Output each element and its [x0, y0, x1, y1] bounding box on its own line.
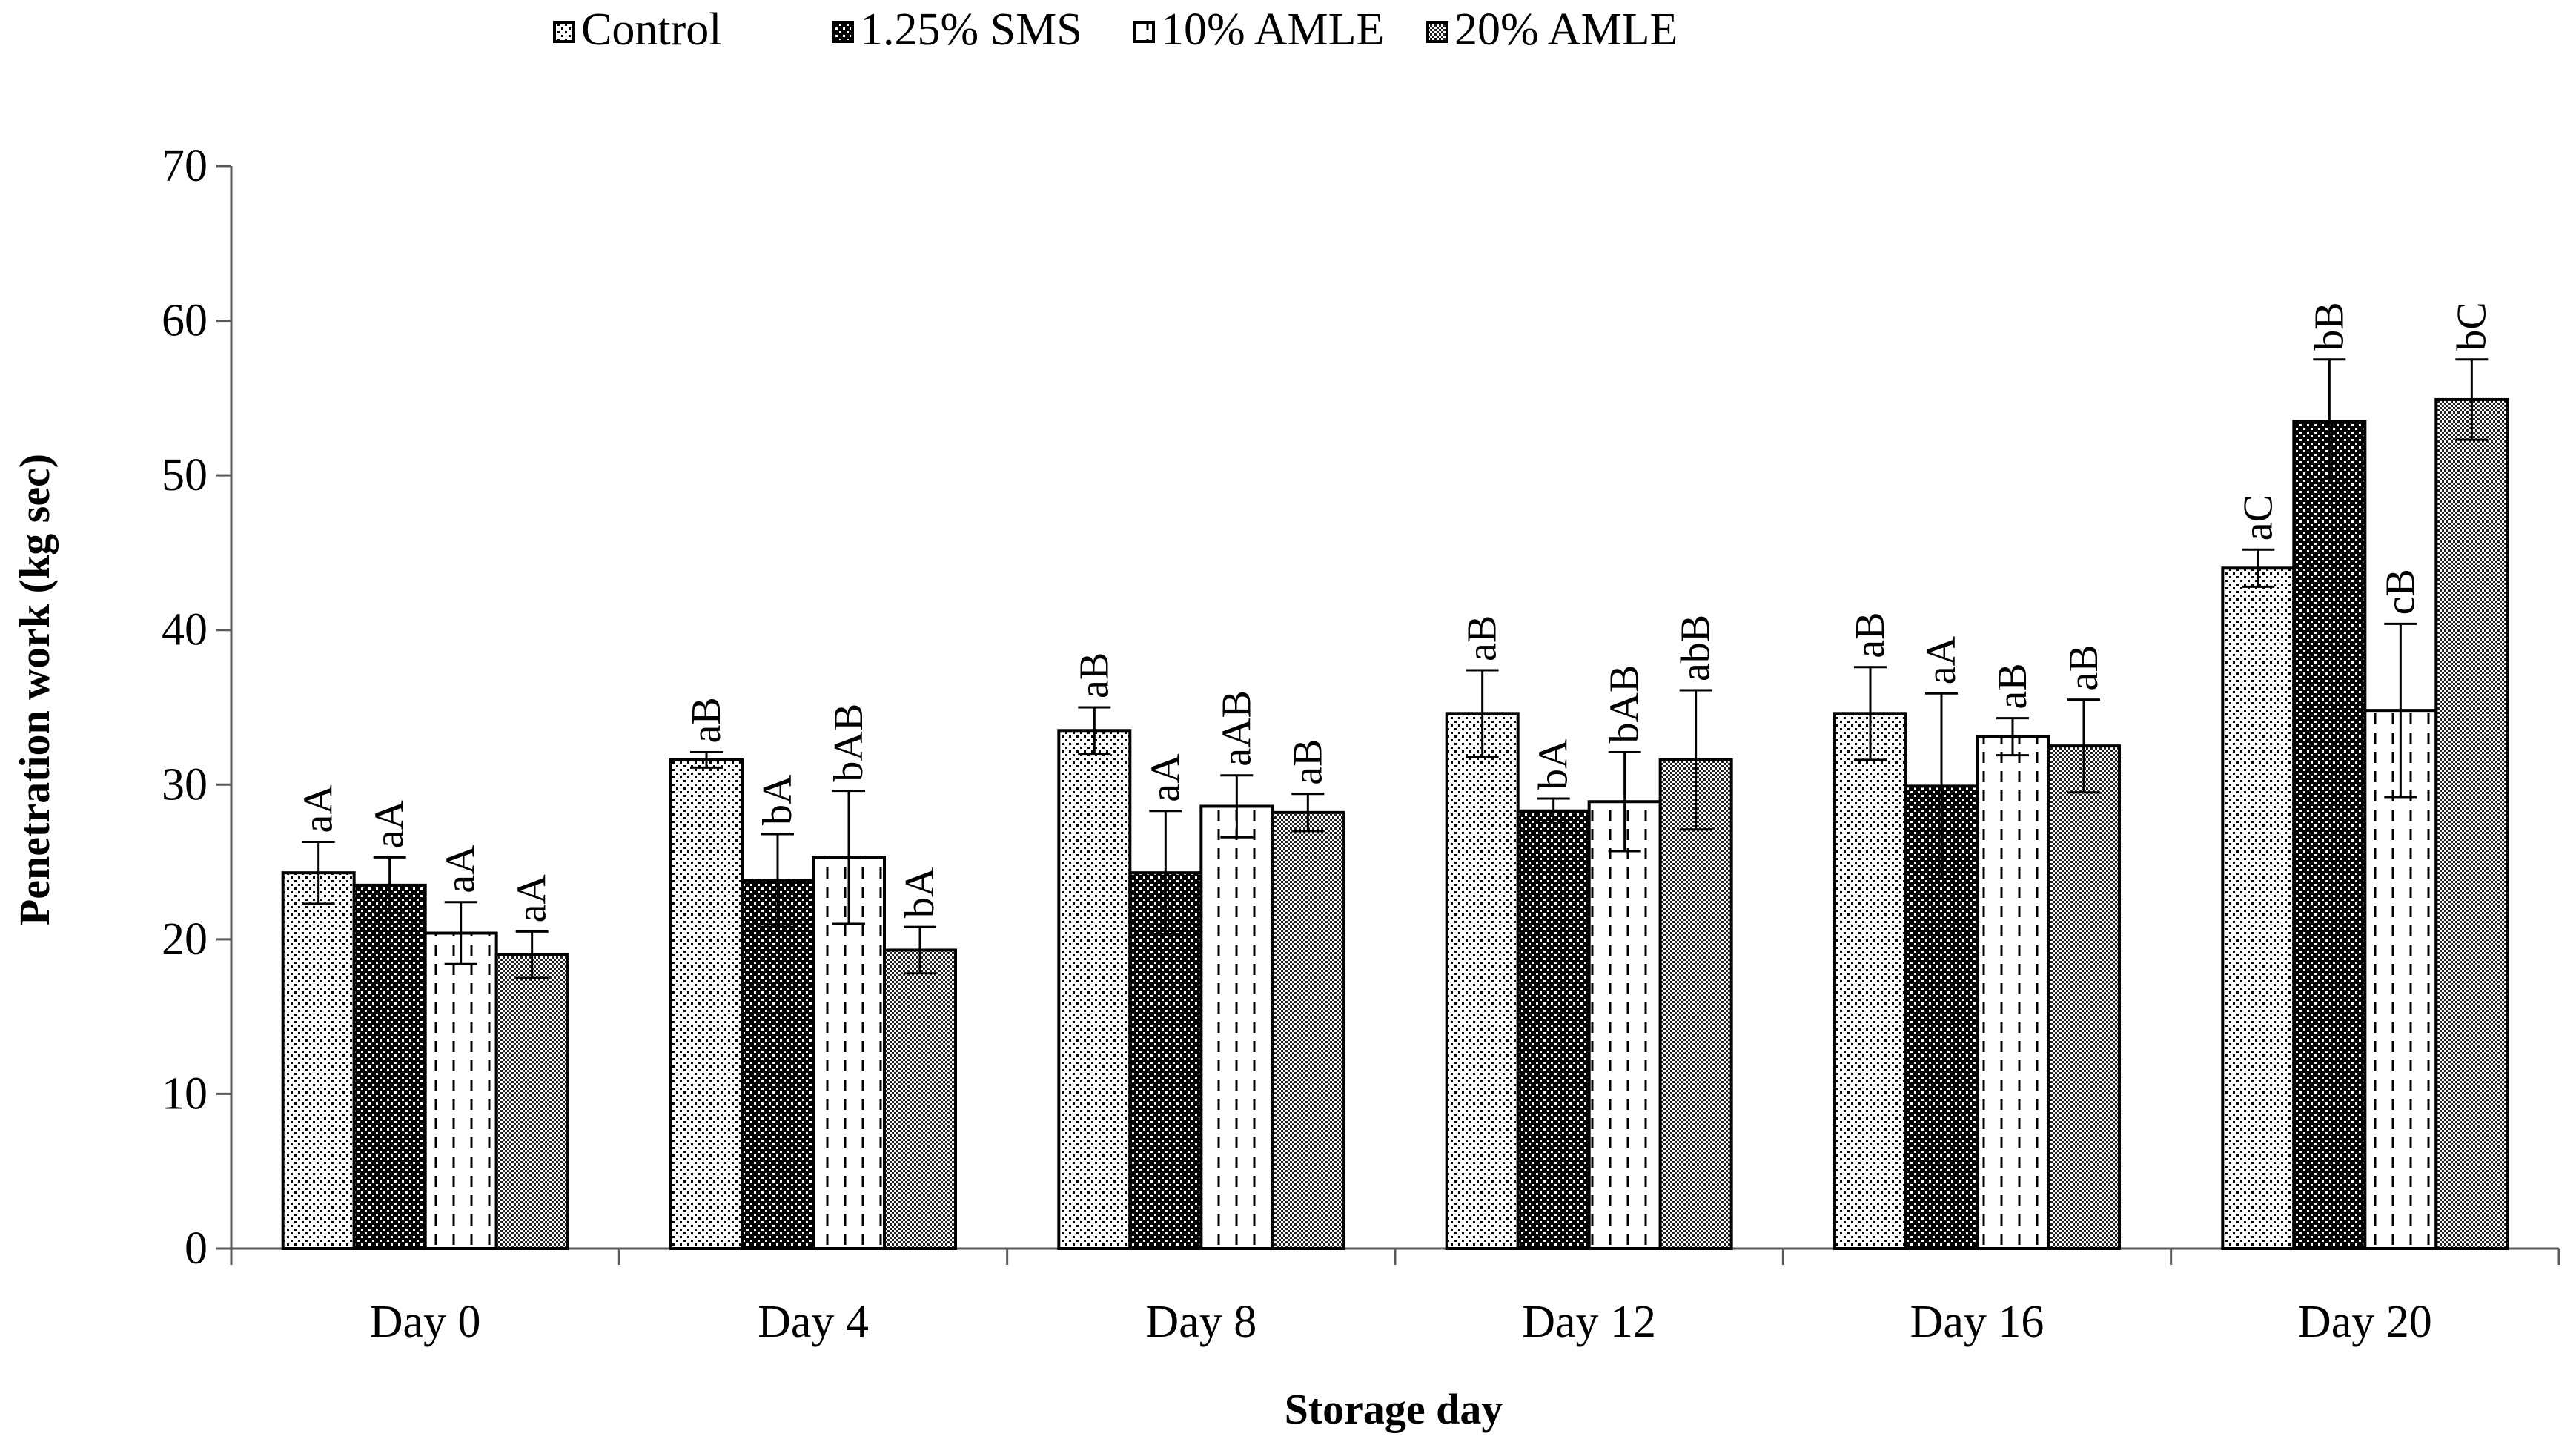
- data-label: bA: [1531, 738, 1577, 790]
- data-label: aB: [683, 697, 729, 743]
- y-tick-label: 70: [162, 141, 208, 191]
- x-tick-label: Day 12: [1522, 1297, 1656, 1347]
- bar: [2292, 420, 2367, 1251]
- bar: [2221, 566, 2296, 1250]
- data-label: aB: [2061, 644, 2107, 690]
- legend-label: Control: [581, 4, 721, 55]
- x-tick-label: Day 4: [758, 1297, 869, 1347]
- x-tick-label: Day 0: [370, 1297, 481, 1347]
- bar: [1445, 712, 1520, 1250]
- data-label: bA: [755, 774, 801, 825]
- data-label: bC: [2448, 302, 2494, 350]
- x-tick-label: Day 8: [1145, 1297, 1256, 1347]
- data-label: aB: [1847, 612, 1893, 658]
- bar: [1976, 735, 2050, 1250]
- data-label: bA: [897, 867, 943, 918]
- bar: [1587, 800, 1662, 1250]
- y-tick-label: 60: [162, 296, 208, 346]
- legend-swatch: [553, 21, 575, 43]
- bar: [883, 948, 957, 1250]
- bar: [669, 758, 744, 1250]
- data-label: aB: [1460, 615, 1506, 661]
- legend: Control 1.25% SMS 10% AMLE 20% AMLE: [553, 4, 1678, 55]
- data-label: aB: [1071, 652, 1117, 698]
- y-tick-label: 10: [162, 1068, 208, 1119]
- bar: [352, 883, 427, 1251]
- data-label: aA: [1918, 635, 1964, 684]
- data-label: bAB: [826, 704, 872, 782]
- data-label: aA: [509, 874, 555, 923]
- y-tick-label: 50: [162, 450, 208, 500]
- bar: [2434, 397, 2509, 1250]
- y-tick-label: 40: [162, 605, 208, 655]
- legend-label: 20% AMLE: [1454, 4, 1678, 55]
- x-axis-label: Storage day: [1285, 1385, 1503, 1433]
- data-label: aA: [438, 844, 484, 893]
- plot-area: 0 10 20 30 40 50 60 70 Day 0 Day 4 Day 8 Day 12 Day …: [162, 141, 2560, 1347]
- data-label: aB: [1285, 739, 1331, 785]
- data-label: aA: [296, 784, 342, 833]
- bar: [1658, 758, 1733, 1250]
- data-label: aC: [2235, 495, 2281, 540]
- bar: [494, 953, 569, 1250]
- data-label: cB: [2377, 569, 2423, 615]
- y-axis-label: Penetration work (kg sec): [10, 454, 59, 925]
- data-label: aB: [1990, 663, 2036, 709]
- bar: [423, 931, 498, 1250]
- data-label: aA: [367, 799, 413, 848]
- bar: [2047, 744, 2121, 1250]
- y-tick-label: 30: [162, 759, 208, 810]
- y-tick-label: 0: [185, 1223, 208, 1274]
- bar: [741, 879, 815, 1250]
- bar: [1271, 810, 1345, 1251]
- bar: [2363, 709, 2438, 1250]
- data-label: aAB: [1213, 690, 1259, 767]
- data-label: bB: [2306, 302, 2352, 350]
- bar: [1516, 809, 1591, 1250]
- data-label: bAB: [1602, 665, 1648, 744]
- bar: [1833, 712, 1907, 1250]
- legend-label: 1.25% SMS: [860, 4, 1082, 55]
- legend-swatch: [1133, 21, 1155, 43]
- data-label: abB: [1673, 615, 1719, 681]
- legend-swatch: [832, 21, 854, 43]
- data-label: aA: [1142, 753, 1188, 802]
- x-tick-label: Day 20: [2298, 1297, 2432, 1347]
- bar: [1199, 804, 1274, 1250]
- bar: [281, 871, 356, 1250]
- legend-swatch: [1426, 21, 1448, 43]
- y-tick-label: 20: [162, 914, 208, 965]
- legend-label: 10% AMLE: [1161, 4, 1384, 55]
- x-tick-label: Day 16: [1910, 1297, 2044, 1347]
- bar: [1057, 729, 1132, 1250]
